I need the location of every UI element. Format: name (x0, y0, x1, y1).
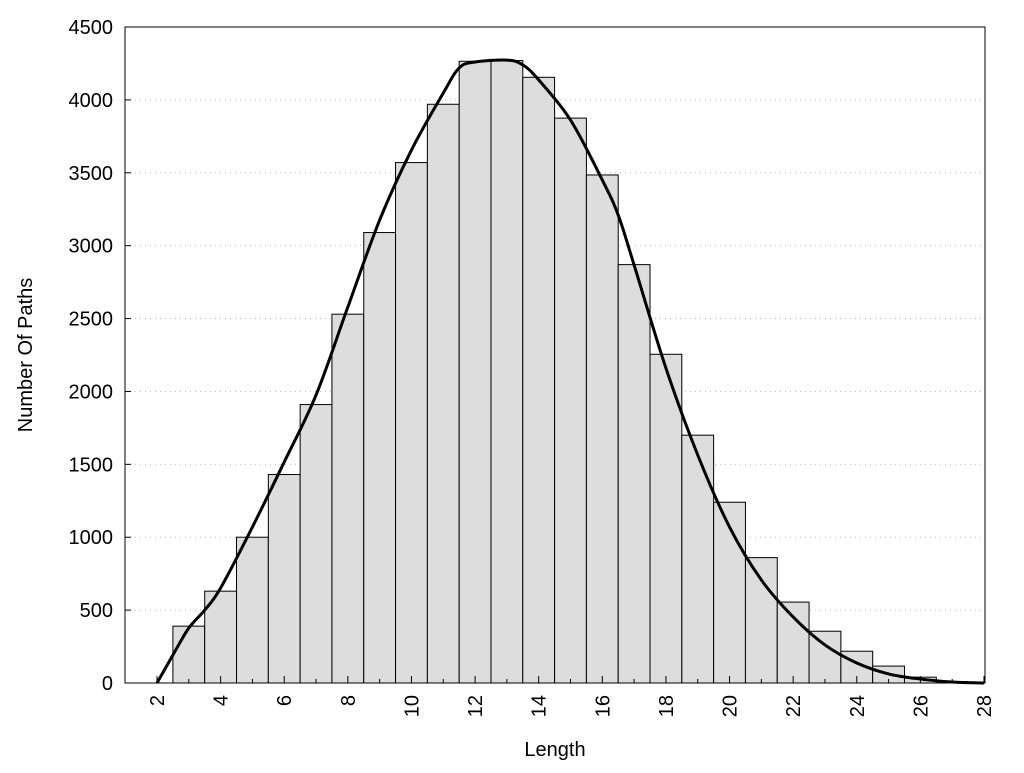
x-tick-label: 14 (529, 695, 551, 717)
plot-frame (124, 26, 986, 684)
bar (331, 313, 365, 684)
y-tick-label: 500 (80, 600, 113, 622)
bar (776, 601, 810, 684)
bar (617, 264, 651, 684)
bar (172, 625, 206, 684)
y-tick-label: 3500 (69, 163, 114, 185)
bar (554, 117, 587, 684)
x-tick-label: 4 (211, 695, 233, 706)
bar (585, 174, 619, 684)
y-axis-label: Number Of Paths (15, 278, 37, 433)
bar (395, 162, 428, 684)
x-tick-label: 2 (147, 695, 169, 706)
bar (681, 434, 715, 684)
bar (713, 501, 746, 684)
y-tick-label: 3000 (69, 236, 114, 258)
x-tick-label: 24 (847, 695, 869, 717)
y-tick-label: 0 (102, 673, 113, 695)
bar (808, 630, 842, 684)
x-tick-label: 22 (783, 695, 805, 717)
y-tick-label: 4500 (69, 17, 114, 39)
y-tick-label: 4000 (69, 90, 114, 112)
bar (299, 404, 333, 684)
bar (363, 232, 397, 684)
y-tick-label: 2000 (69, 381, 114, 403)
x-axis-label: Length (524, 739, 585, 761)
x-tick-label: 20 (720, 695, 742, 717)
x-tick-label: 8 (338, 695, 360, 706)
x-tick-label: 16 (592, 695, 614, 717)
bar (458, 60, 492, 684)
y-tick-label: 1500 (69, 454, 114, 476)
y-tick-label: 2500 (69, 309, 114, 331)
bar (522, 76, 556, 684)
x-tick-label: 12 (465, 695, 487, 717)
x-tick-label: 28 (974, 695, 996, 717)
bar (744, 557, 778, 684)
x-tick-label: 18 (656, 695, 678, 717)
bars (172, 60, 969, 684)
bar (426, 103, 460, 684)
x-tick-label: 10 (401, 695, 423, 717)
density-curve (155, 58, 985, 685)
x-tick-label: 26 (910, 695, 932, 717)
bar (236, 536, 269, 684)
x-tick-label: 6 (274, 695, 296, 706)
bar (490, 60, 524, 684)
y-tick-label: 1000 (69, 527, 114, 549)
bar (267, 474, 301, 684)
